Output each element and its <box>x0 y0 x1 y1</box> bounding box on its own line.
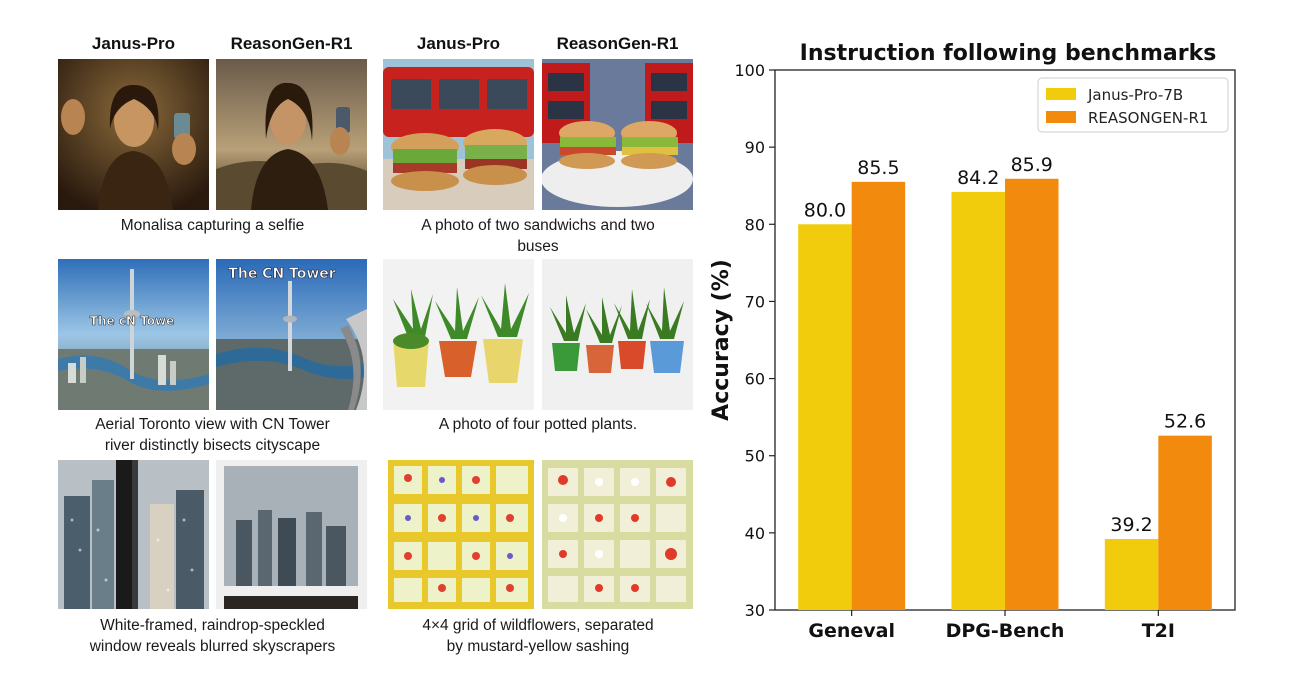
janus-monalisa-image <box>58 59 209 210</box>
reasongen-tower-sign-text: The CN Tower <box>228 266 335 282</box>
chart-title: Instruction following benchmarks <box>800 41 1217 66</box>
bar-value-label: 84.2 <box>957 167 999 189</box>
bar <box>798 224 852 611</box>
caption-line: A photo of two sandwichs and two <box>421 217 655 234</box>
x-tick-label: T2I <box>1142 620 1175 642</box>
legend-box <box>1037 77 1229 133</box>
caption-line: White-framed, raindrop-speckled <box>100 617 325 634</box>
column-header-janus-left: Janus-Pro <box>91 34 176 53</box>
caption-line: by mustard-yellow sashing <box>446 638 630 655</box>
caption-line: Monalisa capturing a selfie <box>120 217 305 234</box>
reasongen-sandwiches-image <box>542 59 693 210</box>
caption-window: White-framed, raindrop-speckled window r… <box>58 615 367 657</box>
bar-value-label: 52.6 <box>1164 411 1206 433</box>
legend-swatch <box>1046 88 1076 100</box>
janus-window-image <box>58 460 209 609</box>
reasongen-plants-image <box>542 259 693 410</box>
caption-monalisa: Monalisa capturing a selfie <box>58 215 367 236</box>
y-tick-label: 30 <box>745 601 765 620</box>
benchmark-bar-chart: Instruction following benchmarks Accurac… <box>709 41 1236 642</box>
caption-line: Aerial Toronto view with CN Tower <box>95 416 330 433</box>
bar-value-label: 39.2 <box>1110 514 1152 536</box>
caption-line: window reveals blurred skyscrapers <box>89 638 336 655</box>
bar <box>851 181 906 610</box>
reasongen-monalisa-image <box>216 59 367 210</box>
caption-sandwiches: A photo of two sandwichs and two buses <box>383 215 693 257</box>
x-tick-label: DPG-Bench <box>946 620 1065 642</box>
janus-tower-sign-text: The cN Towe <box>90 314 174 328</box>
y-tick-label: 70 <box>745 292 765 311</box>
bar <box>951 191 1005 610</box>
reasongen-toronto-image: The CN Tower <box>216 259 367 410</box>
bar <box>1158 435 1212 610</box>
bar-value-label: 85.5 <box>857 157 899 179</box>
janus-plants-image <box>383 259 534 410</box>
column-header-reasongen-left: ReasonGen-R1 <box>230 34 353 53</box>
caption-toronto: Aerial Toronto view with CN Tower river … <box>58 414 367 456</box>
y-tick-label: 40 <box>745 524 765 543</box>
x-tick-label: Geneval <box>808 620 895 642</box>
janus-wildflowers-image <box>388 460 534 609</box>
column-header-janus-right: Janus-Pro <box>416 34 501 53</box>
legend-label: Janus-Pro-7B <box>1087 86 1183 104</box>
y-tick-label: 90 <box>745 138 765 157</box>
caption-plants: A photo of four potted plants. <box>383 414 693 435</box>
reasongen-wildflowers-image <box>542 460 693 609</box>
y-tick-label: 50 <box>745 447 765 466</box>
caption-line: buses <box>517 238 559 255</box>
y-tick-label: 60 <box>745 370 765 389</box>
plot-area: 30 40 50 60 70 80 90 100 80.0 85.5 Geneval 84.2 85.9… <box>734 61 1236 642</box>
y-tick-label: 80 <box>745 215 765 234</box>
bar <box>1005 178 1059 610</box>
janus-sandwiches-image <box>383 59 534 210</box>
legend-label: REASONGEN-R1 <box>1088 109 1208 127</box>
column-header-reasongen-right: ReasonGen-R1 <box>556 34 679 53</box>
caption-line: 4×4 grid of wildflowers, separated <box>422 617 654 634</box>
legend-swatch <box>1046 111 1076 123</box>
y-axis-label: Accuracy (%) <box>709 259 734 421</box>
janus-toronto-image: The cN Towe <box>58 259 209 410</box>
caption-line: A photo of four potted plants. <box>438 416 638 433</box>
y-tick-label: 100 <box>734 61 765 80</box>
caption-line: river distinctly bisects cityscape <box>104 437 321 454</box>
reasongen-window-image <box>216 460 367 609</box>
bar-value-label: 80.0 <box>804 199 846 221</box>
bar <box>1104 539 1159 610</box>
caption-wildflowers: 4×4 grid of wildflowers, separated by mu… <box>383 615 693 657</box>
bar-value-label: 85.9 <box>1011 154 1053 176</box>
